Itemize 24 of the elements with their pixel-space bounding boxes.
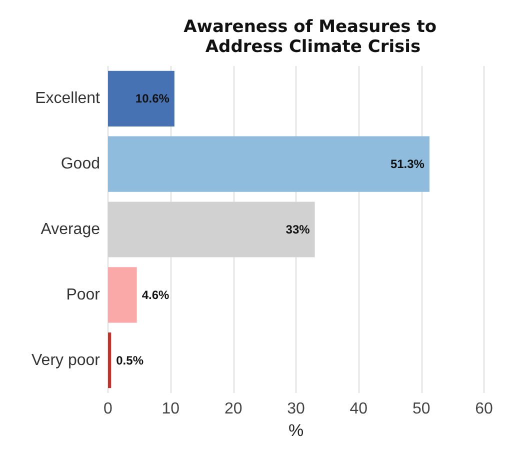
x-axis-title: % — [288, 420, 304, 440]
x-tick-label: 40 — [350, 400, 368, 418]
data-label: 0.5% — [116, 353, 144, 368]
x-tick-label: 30 — [287, 400, 305, 418]
y-tick-label: Average — [40, 221, 100, 238]
bar — [108, 332, 112, 388]
x-tick-label: 20 — [224, 400, 242, 418]
x-tick-label: 60 — [475, 400, 493, 418]
y-tick-label: Excellent — [35, 90, 101, 108]
data-label: 4.6% — [142, 288, 170, 302]
x-tick-label: 10 — [162, 400, 180, 418]
bar — [108, 267, 137, 323]
bar — [108, 136, 430, 192]
data-label: 33% — [286, 222, 310, 236]
chart-title: Awareness of Measures to Address Climate Crisis — [184, 17, 442, 57]
y-tick-label: Poor — [66, 286, 101, 304]
bar — [108, 202, 315, 258]
y-tick-label: Very poor — [32, 352, 101, 369]
x-tick-label: 0 — [104, 400, 113, 418]
data-label: 51.3% — [390, 157, 425, 172]
y-tick-label: Good — [60, 156, 100, 173]
data-label: 10.6% — [135, 92, 170, 106]
x-tick-label: 50 — [412, 400, 430, 418]
bar — [108, 70, 174, 126]
